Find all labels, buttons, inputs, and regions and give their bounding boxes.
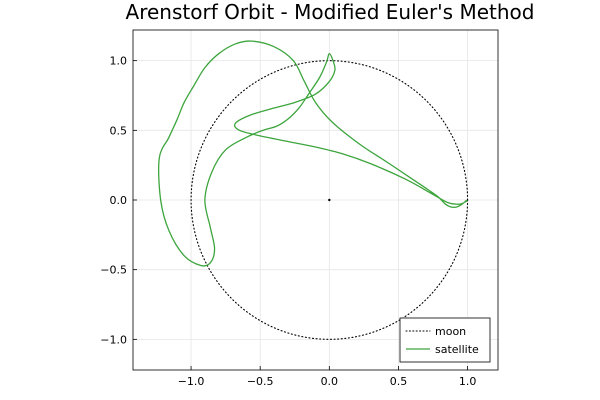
- y-tick-label: 0.0: [110, 194, 128, 207]
- moon-orbit-line: [190, 60, 469, 340]
- satellite-trajectory-line: [158, 40, 468, 267]
- legend: moon satellite: [399, 317, 491, 363]
- legend-label-satellite: satellite: [435, 343, 479, 356]
- series-layer: [158, 40, 469, 340]
- x-tick-label: 1.0: [459, 375, 477, 388]
- y-tick-label: −1.0: [100, 333, 127, 346]
- y-tick-label: −0.5: [100, 264, 127, 277]
- y-axis-ticks: −1.0 −0.5 0.0 0.5 1.0: [100, 55, 137, 346]
- origin-marker: [328, 198, 331, 202]
- legend-label-moon: moon: [435, 325, 466, 338]
- x-axis-ticks: −1.0 −0.5 0.0 0.5 1.0: [178, 366, 477, 388]
- y-tick-label: 1.0: [110, 55, 128, 68]
- x-tick-label: −1.0: [178, 375, 205, 388]
- x-tick-label: −0.5: [247, 375, 274, 388]
- legend-box: [399, 317, 491, 363]
- x-tick-label: 0.0: [321, 375, 339, 388]
- origin-marker-layer: [328, 198, 331, 202]
- y-tick-label: 0.5: [110, 124, 128, 137]
- x-tick-label: 0.5: [390, 375, 408, 388]
- chart-title: Arenstorf Orbit - Modified Euler's Metho…: [126, 0, 535, 24]
